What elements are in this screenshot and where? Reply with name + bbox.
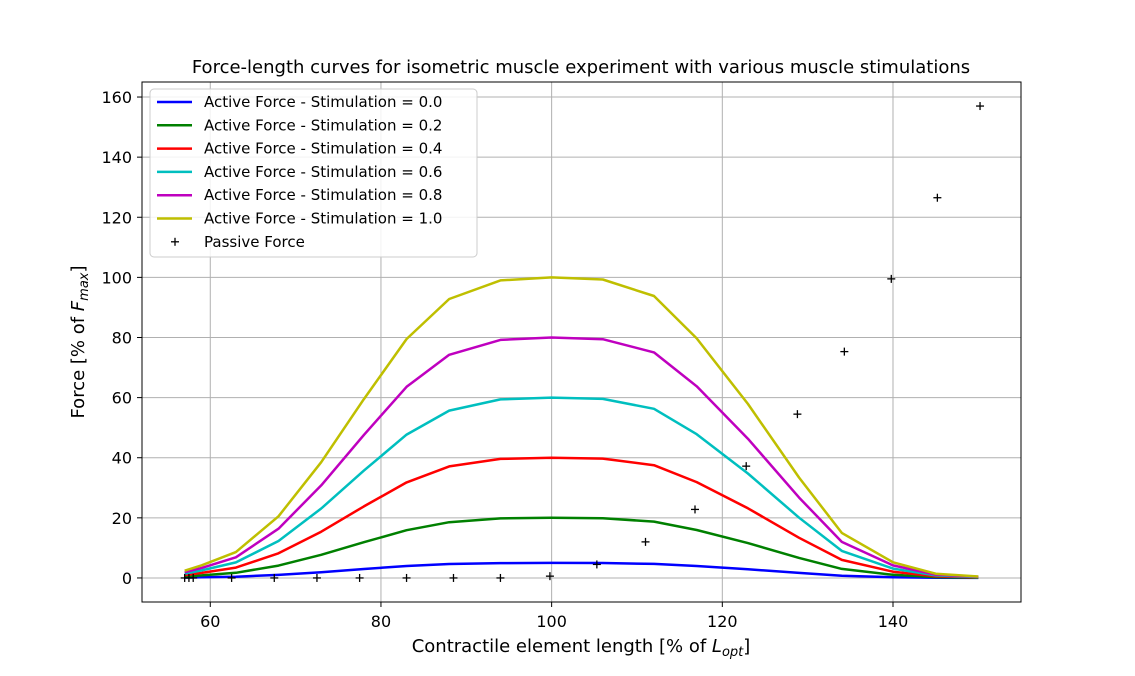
- passive-force-point: [227, 573, 236, 582]
- legend-label: Active Force - Stimulation = 0.2: [204, 116, 442, 134]
- legend-label: Active Force - Stimulation = 0.8: [204, 186, 442, 204]
- passive-force-point: [691, 505, 700, 514]
- axis-ticks: 60 80 100 120 140 0 20 40 60 80 100 120 140 160: [101, 88, 908, 631]
- x-tick-label: 120: [707, 612, 738, 631]
- passive-force-point: [641, 537, 650, 546]
- series-line-stim-4: [184, 336, 979, 579]
- y-tick-label: 140: [101, 148, 132, 167]
- legend-label: Active Force - Stimulation = 1.0: [204, 210, 442, 228]
- x-tick-label: 100: [536, 612, 567, 631]
- passive-force-point: [933, 193, 942, 202]
- passive-force-point: [887, 274, 896, 283]
- x-tick-label: 140: [878, 612, 909, 631]
- x-axis-label: Contractile element length [% of Lopt]: [412, 636, 751, 660]
- series-line-stim-3: [184, 396, 979, 579]
- passive-force-point: [189, 573, 198, 582]
- passive-force-point: [840, 347, 849, 356]
- series-line-stim-1: [184, 516, 979, 579]
- series-line-stim-0: [184, 561, 979, 580]
- passive-force-point: [449, 573, 458, 582]
- legend-entry: Active Force - Stimulation = 0.6: [157, 163, 442, 181]
- passive-force-point: [402, 573, 411, 582]
- y-axis-label: Force [% of Fmax]: [68, 265, 92, 418]
- y-tick-label: 40: [112, 449, 132, 468]
- plot-frame: [141, 81, 1022, 603]
- legend-entry: Active Force - Stimulation = 0.8: [157, 186, 442, 204]
- legend-label: Active Force - Stimulation = 0.6: [204, 163, 442, 181]
- y-tick-label: 0: [122, 569, 132, 588]
- legend-label: Passive Force: [204, 233, 305, 251]
- y-tick-label: 120: [101, 208, 132, 227]
- x-tick-label: 60: [200, 612, 220, 631]
- series-line-stim-5: [184, 276, 979, 578]
- legend-box: [149, 88, 478, 258]
- legend-entry: Active Force - Stimulation = 0.4: [157, 140, 442, 158]
- legend-entry: Active Force - Stimulation = 0.2: [157, 116, 442, 134]
- y-tick-label: 60: [112, 389, 132, 408]
- y-tick-label: 80: [112, 328, 132, 347]
- legend-entry: Passive Force: [171, 233, 305, 251]
- y-tick-label: 160: [101, 88, 132, 107]
- passive-force-point: [496, 573, 505, 582]
- legend-label: Active Force - Stimulation = 0.4: [204, 140, 442, 158]
- legend-entry: Active Force - Stimulation = 1.0: [157, 210, 442, 228]
- passive-force-point: [592, 560, 601, 569]
- y-tick-label: 20: [112, 509, 132, 528]
- passive-force-point: [793, 410, 802, 419]
- series-lines: [184, 276, 979, 580]
- legend: Active Force - Stimulation = 0.0 Active F…: [149, 88, 478, 258]
- passive-force-point: [355, 573, 364, 582]
- passive-force-point: [742, 462, 751, 471]
- chart-title: Force-length curves for isometric muscle…: [192, 57, 970, 78]
- series-line-stim-2: [184, 456, 979, 579]
- passive-force-point: [270, 573, 279, 582]
- legend-label: Active Force - Stimulation = 0.0: [204, 93, 442, 111]
- legend-entry: Active Force - Stimulation = 0.0: [157, 93, 442, 111]
- passive-force-point: [545, 572, 554, 581]
- passive-force-markers: [180, 102, 985, 582]
- passive-force-point: [976, 102, 985, 111]
- y-tick-label: 100: [101, 268, 132, 287]
- legend-marker: [171, 237, 179, 246]
- x-tick-label: 80: [371, 612, 391, 631]
- passive-force-point: [312, 573, 321, 582]
